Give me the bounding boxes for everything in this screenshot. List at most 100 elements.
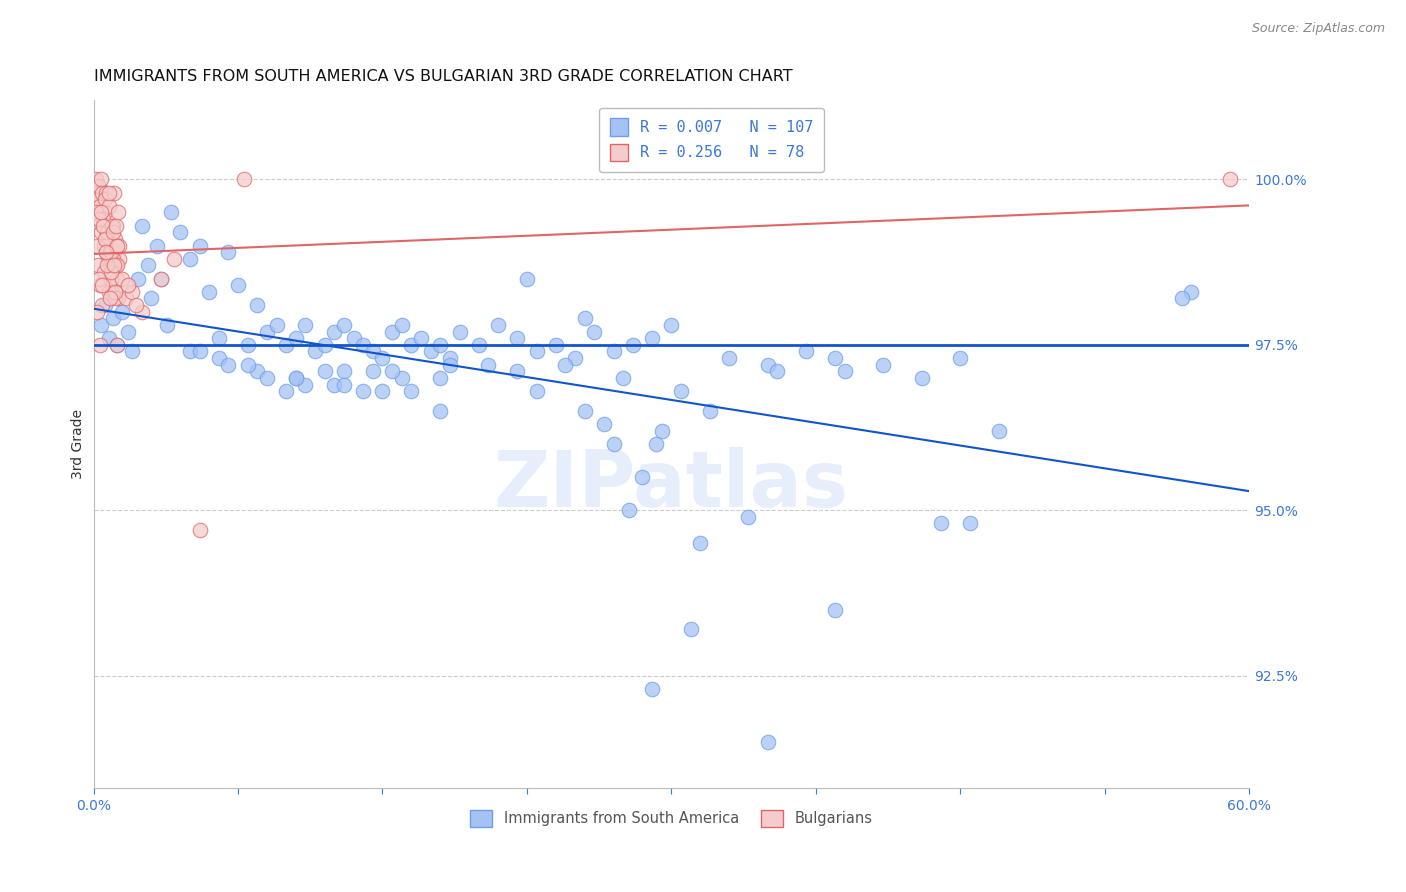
Point — [574, 311, 596, 326]
Point — [391, 318, 413, 332]
Point — [516, 271, 538, 285]
Point — [100, 265, 122, 279]
Point — [294, 318, 316, 332]
Point — [621, 338, 644, 352]
Point — [89, 338, 111, 352]
Point — [131, 304, 153, 318]
Point — [91, 186, 114, 200]
Point — [756, 358, 779, 372]
Point — [602, 344, 624, 359]
Point — [506, 364, 529, 378]
Point — [188, 238, 211, 252]
Point — [323, 377, 346, 392]
Point — [959, 516, 981, 531]
Point — [101, 225, 124, 239]
Point — [94, 186, 117, 200]
Point — [107, 238, 129, 252]
Point — [94, 205, 117, 219]
Point — [93, 238, 115, 252]
Point — [131, 219, 153, 233]
Point — [794, 344, 817, 359]
Point — [872, 358, 894, 372]
Point — [612, 371, 634, 385]
Point — [179, 252, 201, 266]
Point — [689, 536, 711, 550]
Point — [156, 318, 179, 332]
Point — [96, 232, 118, 246]
Point — [103, 259, 125, 273]
Point — [101, 219, 124, 233]
Point — [111, 304, 134, 318]
Point — [439, 351, 461, 365]
Point — [89, 278, 111, 293]
Point — [188, 344, 211, 359]
Point — [96, 225, 118, 239]
Point — [141, 292, 163, 306]
Point — [179, 344, 201, 359]
Point — [91, 212, 114, 227]
Point — [439, 358, 461, 372]
Point — [718, 351, 741, 365]
Point — [314, 338, 336, 352]
Point — [86, 304, 108, 318]
Point — [104, 285, 127, 299]
Point — [824, 351, 846, 365]
Point — [284, 371, 307, 385]
Point — [449, 325, 471, 339]
Point — [163, 252, 186, 266]
Point — [824, 602, 846, 616]
Point — [103, 252, 125, 266]
Point — [107, 205, 129, 219]
Point — [419, 344, 441, 359]
Point — [91, 219, 114, 233]
Point — [352, 338, 374, 352]
Point — [617, 503, 640, 517]
Point — [117, 325, 139, 339]
Point — [371, 384, 394, 398]
Point — [236, 338, 259, 352]
Point — [266, 318, 288, 332]
Point — [256, 371, 278, 385]
Point — [198, 285, 221, 299]
Point — [641, 331, 664, 345]
Point — [94, 245, 117, 260]
Point — [429, 404, 451, 418]
Point — [103, 245, 125, 260]
Point — [352, 384, 374, 398]
Point — [100, 245, 122, 260]
Point — [101, 285, 124, 299]
Point — [1180, 285, 1202, 299]
Point — [645, 437, 668, 451]
Point — [96, 259, 118, 273]
Point — [468, 338, 491, 352]
Point — [381, 364, 404, 378]
Point — [381, 325, 404, 339]
Point — [526, 344, 548, 359]
Point — [737, 509, 759, 524]
Point — [583, 325, 606, 339]
Point — [115, 292, 138, 306]
Point — [86, 172, 108, 186]
Point — [104, 259, 127, 273]
Point — [97, 199, 120, 213]
Point — [87, 259, 110, 273]
Point — [111, 271, 134, 285]
Point — [105, 238, 128, 252]
Point — [949, 351, 972, 365]
Point — [911, 371, 934, 385]
Point — [756, 735, 779, 749]
Point — [105, 238, 128, 252]
Point — [361, 344, 384, 359]
Point — [86, 205, 108, 219]
Point — [89, 179, 111, 194]
Point — [276, 384, 298, 398]
Point — [544, 338, 567, 352]
Point — [659, 318, 682, 332]
Point — [641, 681, 664, 696]
Point — [149, 271, 172, 285]
Point — [91, 278, 114, 293]
Point — [103, 186, 125, 200]
Point — [987, 424, 1010, 438]
Y-axis label: 3rd Grade: 3rd Grade — [72, 409, 86, 479]
Point — [486, 318, 509, 332]
